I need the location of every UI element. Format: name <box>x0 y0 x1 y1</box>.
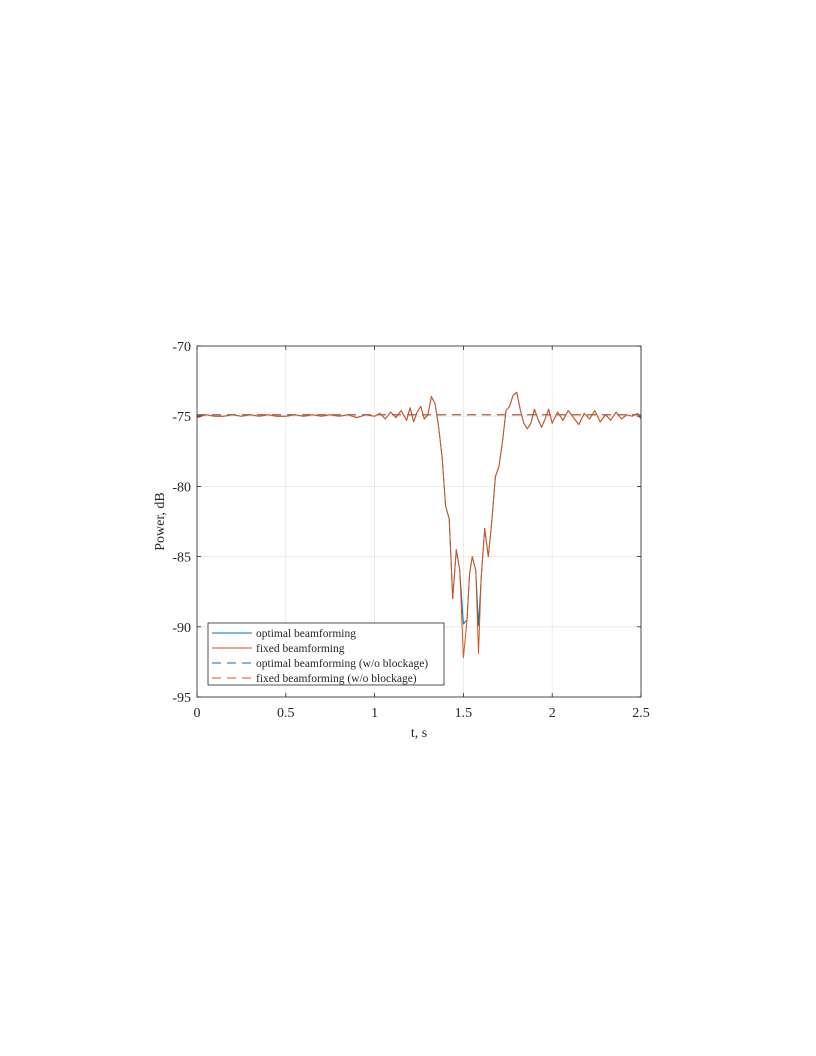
plot-frame <box>196 345 642 698</box>
y-tick-label: -70 <box>172 340 191 355</box>
y-axis-label: Power, dB <box>153 492 168 551</box>
series-lines <box>196 391 642 659</box>
legend-label-0: optimal beamforming <box>256 628 356 640</box>
x-axis-label: t, s <box>411 726 427 741</box>
legend-label-1: fixed beamforming <box>256 643 345 655</box>
axis-ticks: 0 0.5 1 1.5 2 2.5 -95 -90 -85 -80 -75 -70 <box>172 340 649 721</box>
y-tick-label: -80 <box>172 480 191 495</box>
series-line-1 <box>196 391 642 659</box>
x-tick-label: 2 <box>549 706 556 721</box>
legend-label-2: optimal beamforming (w/o blockage) <box>256 658 428 670</box>
y-tick-label: -90 <box>172 621 191 636</box>
x-tick-label: 0 <box>194 706 201 721</box>
y-tick-label: -85 <box>172 551 191 566</box>
legend: optimal beamforming fixed beamforming opti… <box>207 622 445 686</box>
x-tick-label: 1.5 <box>455 706 473 721</box>
y-tick-label: -75 <box>172 410 191 425</box>
x-tick-label: 1 <box>371 706 378 721</box>
x-tick-label: 2.5 <box>632 706 650 721</box>
y-tick-label: -95 <box>172 691 191 706</box>
legend-label-3: fixed beamforming (w/o blockage) <box>256 673 417 685</box>
x-tick-label: 0.5 <box>277 706 295 721</box>
series-line-0 <box>196 391 642 626</box>
